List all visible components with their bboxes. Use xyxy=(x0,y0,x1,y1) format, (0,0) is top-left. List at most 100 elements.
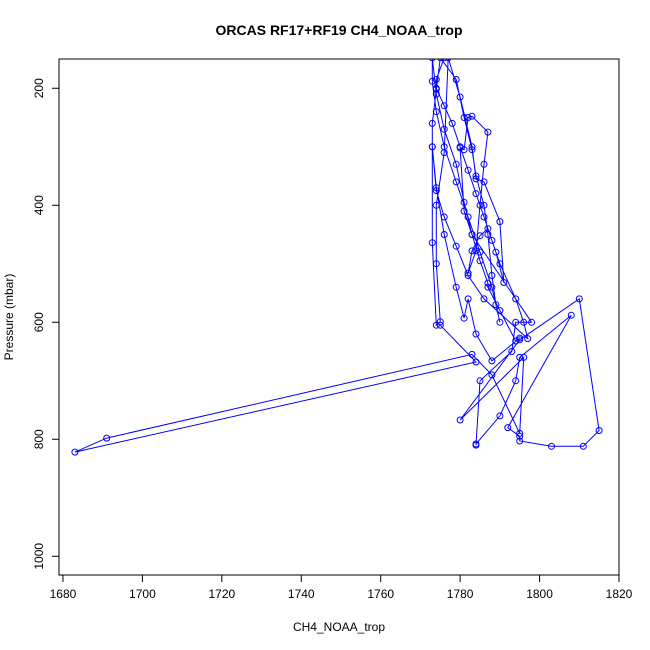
x-axis: 1680 1700 1720 1740 1760 1780 1800 1820 xyxy=(50,575,633,601)
data-point xyxy=(512,377,520,385)
data-point xyxy=(516,429,524,437)
data-point xyxy=(464,295,472,303)
data-point xyxy=(488,272,496,279)
data-point xyxy=(432,201,440,209)
plot-frame xyxy=(58,58,620,576)
y-tick-label: 600 xyxy=(32,312,46,332)
data-point xyxy=(440,125,448,133)
data-point xyxy=(440,102,448,110)
y-tick-label: 1000 xyxy=(32,543,46,570)
series-line xyxy=(74,59,600,453)
data-point xyxy=(548,442,555,450)
data-point xyxy=(492,248,500,256)
data-point xyxy=(476,257,484,265)
data-point xyxy=(440,59,448,62)
y-axis: 200 400 600 800 1000 xyxy=(32,78,59,570)
data-point xyxy=(488,371,496,379)
data-point xyxy=(476,377,484,385)
data-point xyxy=(476,201,484,209)
data-point xyxy=(472,172,480,180)
data-point xyxy=(480,213,488,221)
data-point xyxy=(432,321,440,329)
x-tick-label: 1680 xyxy=(50,587,77,601)
data-point xyxy=(516,437,524,445)
data-point xyxy=(520,353,528,361)
data-point xyxy=(484,225,492,233)
data-point xyxy=(428,143,436,151)
data-point xyxy=(476,232,484,240)
data-point xyxy=(440,213,448,221)
data-point xyxy=(460,146,468,154)
data-point xyxy=(595,427,603,434)
data-point xyxy=(512,295,520,303)
data-point xyxy=(464,166,472,174)
data-point xyxy=(496,307,504,315)
data-point xyxy=(504,424,512,432)
data-point xyxy=(480,160,488,168)
y-tick-label: 400 xyxy=(32,195,46,215)
x-tick-label: 1740 xyxy=(288,587,315,601)
data-point xyxy=(496,318,504,326)
data-point xyxy=(452,242,460,250)
y-axis-label: Pressure (mbar) xyxy=(2,274,16,361)
data-point xyxy=(456,93,464,101)
data-point xyxy=(468,350,476,358)
data-point xyxy=(472,247,480,255)
data-point xyxy=(520,318,528,326)
data-point xyxy=(464,114,472,121)
data-point xyxy=(460,114,468,121)
data-point xyxy=(432,90,440,98)
data-point xyxy=(472,440,480,448)
data-point xyxy=(440,231,448,238)
data-point xyxy=(448,119,456,127)
data-point xyxy=(508,348,516,355)
x-tick-label: 1780 xyxy=(447,587,474,601)
data-point xyxy=(484,279,492,287)
data-point xyxy=(516,353,524,361)
data-point xyxy=(516,336,524,344)
data-point xyxy=(460,314,468,322)
data-point xyxy=(468,231,476,238)
data-point xyxy=(440,149,448,157)
data-point xyxy=(575,295,583,303)
data-point xyxy=(484,128,492,136)
data-point xyxy=(484,283,492,291)
data-point xyxy=(464,269,472,277)
x-tick-label: 1700 xyxy=(129,587,156,601)
data-point xyxy=(428,119,436,127)
data-point xyxy=(500,279,508,286)
data-point xyxy=(528,318,536,326)
data-point xyxy=(456,144,464,152)
data-point xyxy=(468,247,476,255)
data-point xyxy=(524,335,532,343)
data-point xyxy=(579,442,587,450)
data-point xyxy=(496,260,504,268)
data-point xyxy=(452,160,460,168)
data-point xyxy=(103,434,111,442)
data-point xyxy=(464,213,472,221)
data-point xyxy=(496,412,504,420)
data-point xyxy=(472,190,480,198)
data-point xyxy=(436,321,444,329)
x-tick-label: 1720 xyxy=(208,587,235,601)
data-point xyxy=(437,59,444,62)
data-point xyxy=(488,357,496,365)
data-point xyxy=(432,108,440,116)
chart-title: ORCAS RF17+RF19 CH4_NOAA_trop xyxy=(216,22,463,38)
data-point xyxy=(429,59,436,62)
x-tick-label: 1760 xyxy=(367,587,394,601)
data-point xyxy=(452,178,460,186)
data-point xyxy=(464,272,472,279)
data-point xyxy=(492,301,500,309)
data-point xyxy=(472,358,480,366)
data-point xyxy=(567,311,575,319)
data-point xyxy=(436,318,444,326)
data-point xyxy=(468,146,476,154)
data-point xyxy=(496,218,504,226)
data-point xyxy=(456,416,464,424)
series-layer xyxy=(71,59,603,456)
data-point xyxy=(432,85,440,93)
data-point xyxy=(71,448,79,456)
data-point xyxy=(468,143,476,151)
data-point xyxy=(432,260,440,268)
